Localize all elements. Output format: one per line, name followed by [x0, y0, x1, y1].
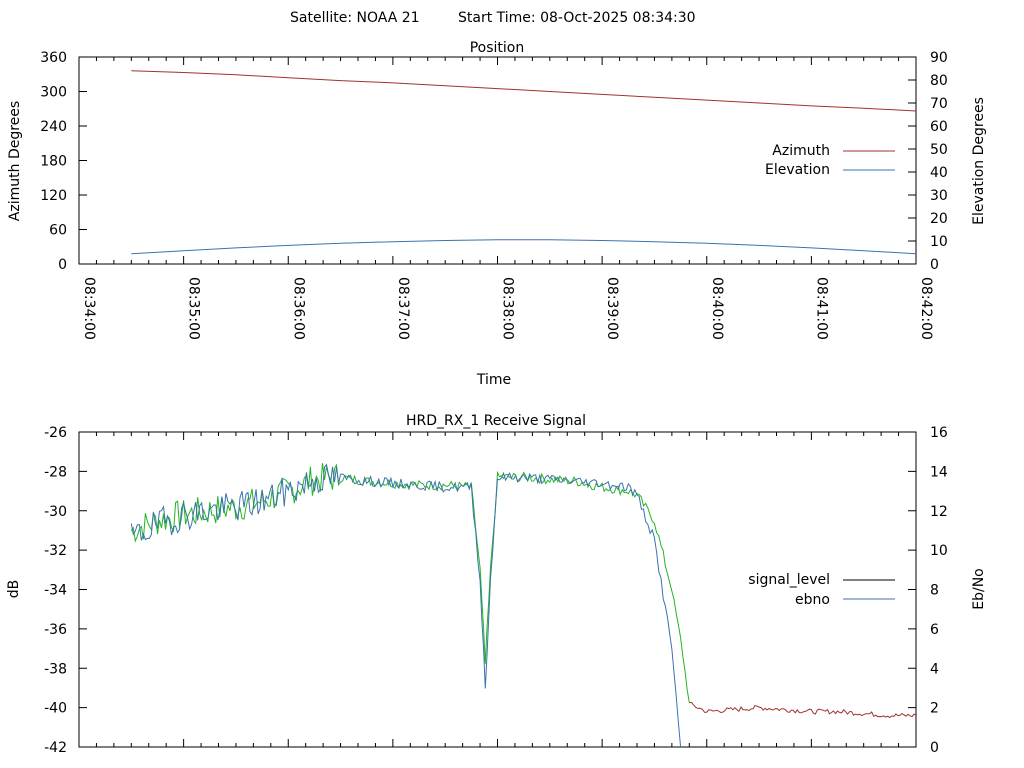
position-y-tick-label: 180	[40, 154, 67, 170]
signal-y-tick-label: -40	[44, 701, 67, 717]
signal-y2-tick-label: 4	[930, 661, 939, 677]
position-x-tick-label: 08:34:00	[81, 277, 97, 340]
signal-chart-title: HRD_RX_1 Receive Signal	[406, 413, 586, 429]
signal-y2-tick-label: 14	[930, 464, 948, 480]
signal-y-tick-label: -36	[44, 622, 67, 638]
position-y2-axis-label: Elevation Degrees	[971, 97, 987, 225]
position-y2-tick-label: 50	[930, 142, 948, 158]
position-x-tick-label: 08:40:00	[709, 277, 725, 340]
position-y2-tick-label: 20	[930, 211, 948, 227]
signal-y2-tick-label: 0	[930, 740, 939, 756]
position-x-tick-label: 08:42:00	[918, 277, 934, 340]
position-y-tick-label: 60	[49, 223, 67, 239]
position-y-tick-label: 360	[40, 50, 67, 66]
position-y-tick-label: 300	[40, 85, 67, 101]
position-y2-tick-label: 70	[930, 96, 948, 112]
position-x-tick-label: 08:38:00	[500, 277, 516, 340]
position-y-tick-label: 0	[58, 257, 67, 273]
position-y2-tick-label: 30	[930, 188, 948, 204]
position-y2-tick-label: 40	[930, 165, 948, 181]
position-y2-tick-label: 10	[930, 234, 948, 250]
signal-level-low-line	[689, 701, 917, 719]
header-start-time: Start Time: 08-Oct-2025 08:34:30	[458, 10, 696, 26]
header-satellite: Satellite: NOAA 21	[290, 10, 420, 26]
signal-y2-tick-label: 6	[930, 622, 939, 638]
position-y2-tick-label: 0	[930, 257, 939, 273]
signal-y2-tick-label: 10	[930, 543, 948, 559]
legend-signal-level-label: signal_level	[748, 572, 830, 588]
position-chart-title: Position	[470, 40, 525, 56]
signal-legend: signal_level ebno	[748, 572, 895, 608]
position-x-tick-label: 08:37:00	[395, 277, 411, 340]
signal-y-tick-label: -38	[44, 661, 67, 677]
position-series-azimuth-line	[131, 70, 917, 112]
position-y-tick-label: 120	[40, 188, 67, 204]
ebno-line	[130, 463, 682, 748]
position-y2-tick-label: 90	[930, 50, 948, 66]
legend-ebno-label: ebno	[795, 592, 830, 608]
position-x-tick-label: 08:39:00	[604, 277, 620, 340]
position-chart: Position 0 60 120 180 240 300 360 0 10 20 30 40 50 60…	[7, 40, 987, 388]
signal-y2-tick-label: 12	[930, 504, 948, 520]
signal-y2-tick-label: 2	[930, 701, 939, 717]
legend-azimuth-label: Azimuth	[772, 143, 830, 159]
position-y-axis-label: Azimuth Degrees	[7, 101, 23, 221]
legend-elevation-label: Elevation	[765, 162, 830, 178]
position-x-axis-label: Time	[476, 372, 511, 388]
position-y-tick-label: 240	[40, 119, 67, 135]
signal-y-tick-label: -28	[44, 464, 67, 480]
signal-y-tick-label: -26	[44, 425, 67, 441]
signal-y-axis-label: dB	[6, 580, 22, 599]
position-y2-tick-label: 60	[930, 119, 948, 135]
signal-y-tick-label: -32	[44, 543, 67, 559]
position-series-elevation-line	[131, 239, 917, 255]
position-x-tick-label: 08:35:00	[186, 277, 202, 340]
position-x-tick-label: 08:41:00	[813, 277, 829, 340]
position-y2-tick-label: 80	[930, 73, 948, 89]
signal-y2-tick-label: 16	[930, 425, 948, 441]
signal-y2-axis-label: Eb/No	[971, 568, 987, 610]
signal-y-tick-label: -34	[44, 583, 67, 599]
signal-y-tick-label: -30	[44, 504, 67, 520]
receive-signal-chart: HRD_RX_1 Receive Signal -42 -40 -38 -36 -34 -…	[6, 413, 987, 756]
position-x-tick-label: 08:36:00	[290, 277, 306, 340]
signal-y2-tick-label: 8	[930, 583, 939, 599]
signal-y-tick-label: -42	[44, 740, 67, 756]
position-legend: Azimuth Elevation	[765, 143, 895, 178]
